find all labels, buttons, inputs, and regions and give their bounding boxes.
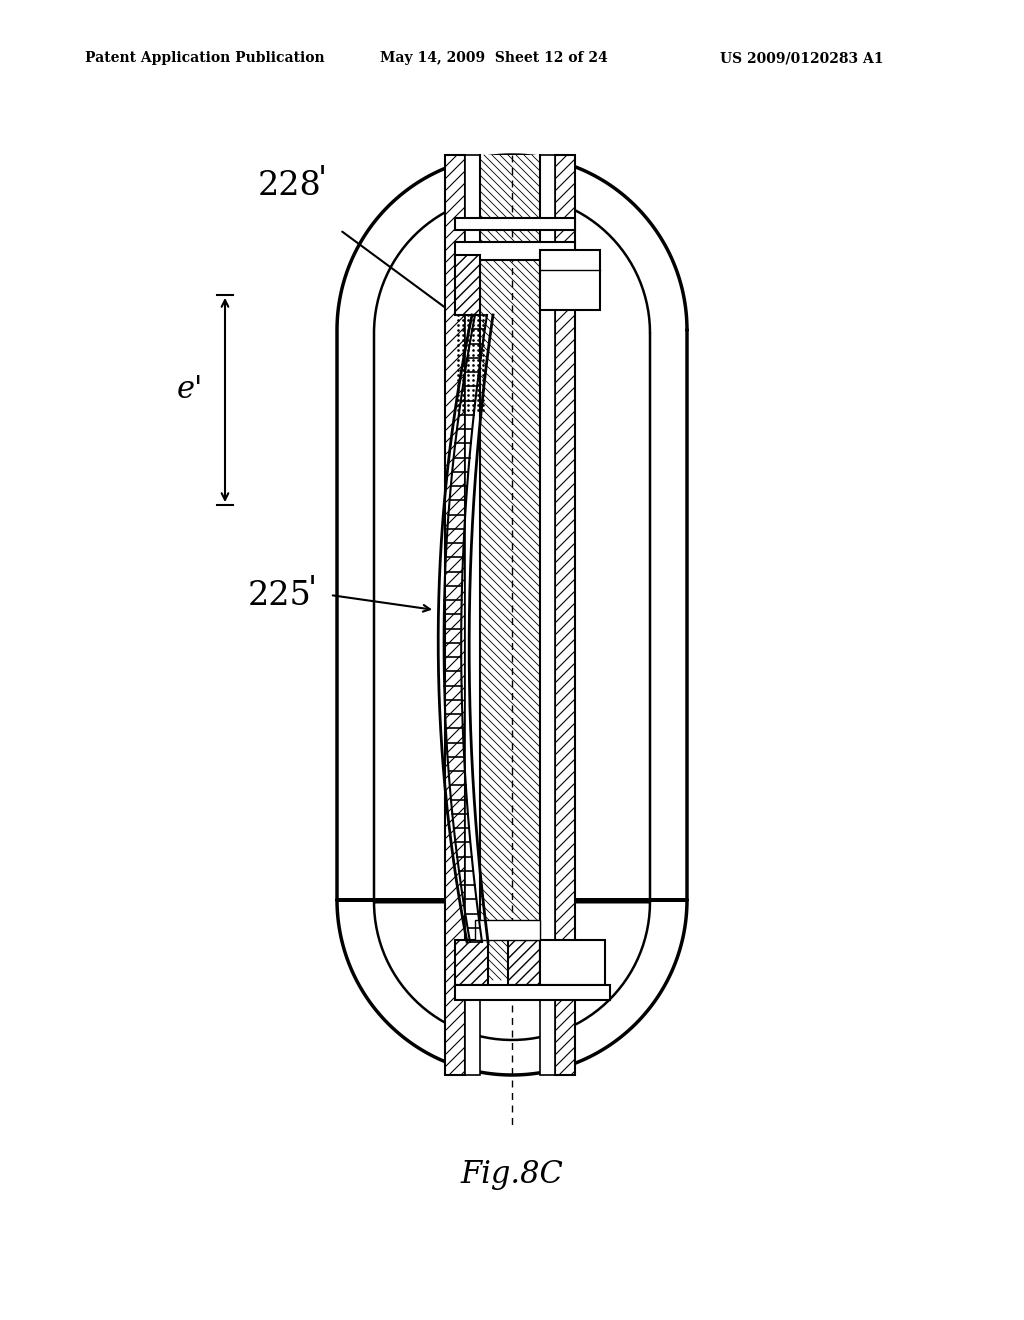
Text: US 2009/0120283 A1: US 2009/0120283 A1 (720, 51, 884, 65)
Bar (475, 920, 540, 940)
Text: e': e' (177, 375, 203, 405)
Bar (455, 218, 575, 230)
Text: Fig.8C: Fig.8C (461, 1159, 563, 1191)
Text: ': ' (308, 576, 317, 607)
Bar (455, 242, 575, 260)
Bar (540, 154, 555, 1074)
Bar (555, 154, 575, 1074)
Bar (455, 255, 480, 315)
Bar (540, 940, 605, 985)
Text: 225: 225 (248, 579, 312, 612)
Bar (445, 154, 465, 1074)
Text: Patent Application Publication: Patent Application Publication (85, 51, 325, 65)
Bar (455, 940, 488, 985)
Bar (480, 154, 540, 979)
Text: ': ' (318, 165, 327, 197)
Text: 228: 228 (258, 170, 322, 202)
Bar (455, 985, 610, 1001)
Bar (508, 940, 540, 985)
Bar (465, 154, 480, 1074)
Bar (540, 249, 600, 310)
Text: May 14, 2009  Sheet 12 of 24: May 14, 2009 Sheet 12 of 24 (380, 51, 608, 65)
